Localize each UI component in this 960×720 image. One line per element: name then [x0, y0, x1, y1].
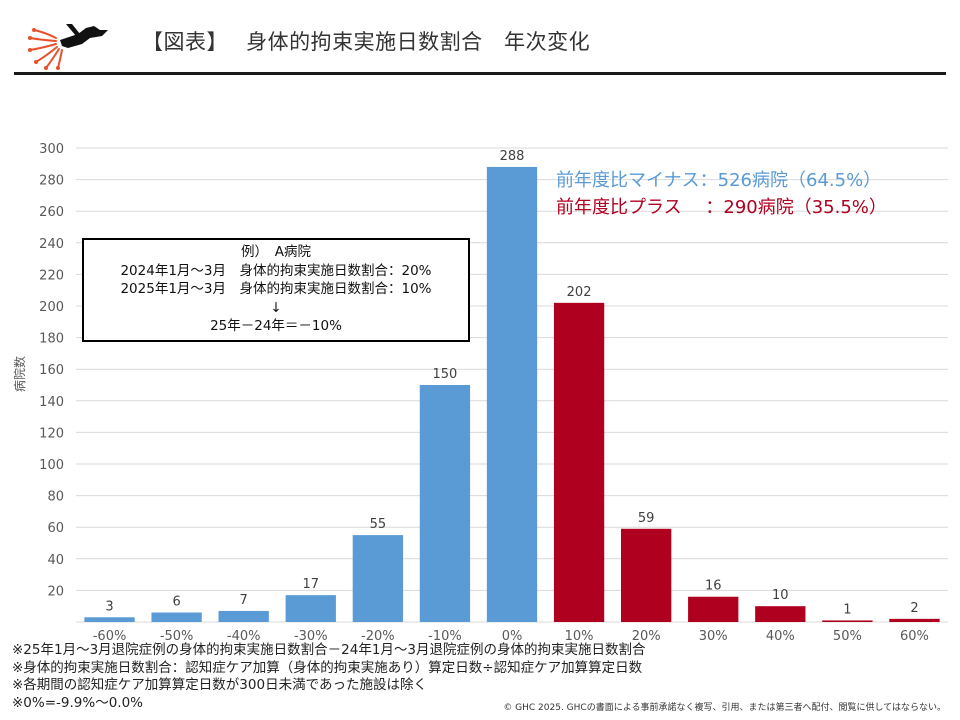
y-tick-label: 220: [39, 268, 64, 283]
x-tick-label: -40%: [227, 629, 261, 644]
bar: [285, 595, 336, 622]
data-label: 3: [105, 599, 113, 614]
x-tick-label: -10%: [428, 629, 462, 644]
x-tick-label: 20%: [632, 629, 661, 644]
bar: [688, 596, 739, 622]
data-label: 10: [772, 588, 789, 603]
x-tick-label: -30%: [294, 629, 328, 644]
data-label: 16: [705, 579, 722, 594]
increase-summary-annotation: 前年度比プラス ：290病院（35.5%）: [556, 197, 887, 218]
y-tick-label: 280: [39, 174, 64, 189]
data-label: 6: [172, 595, 180, 610]
y-tick-label: 60: [47, 521, 64, 536]
bar: [755, 606, 806, 622]
bar: [822, 620, 873, 622]
data-label: 288: [500, 149, 525, 164]
y-tick-label: 260: [39, 205, 64, 220]
title-divider: [14, 72, 946, 75]
data-label: 17: [302, 577, 319, 592]
data-label: 1: [843, 602, 851, 617]
x-tick-label: 50%: [833, 629, 862, 644]
x-tick-label: 40%: [766, 629, 795, 644]
decrease-summary-annotation: 前年度比マイナス：526病院（64.5%）: [556, 170, 882, 191]
data-label: 59: [638, 511, 655, 526]
data-label: 7: [240, 593, 248, 608]
bar: [486, 166, 538, 622]
y-tick-label: 80: [47, 490, 64, 505]
page-title: 【図表】 身体的拘束実施日数割合 年次変化: [142, 30, 591, 54]
y-tick-label: 200: [39, 300, 64, 315]
x-tick-label: 60%: [900, 629, 929, 644]
ghc-dog-logo-icon: [28, 24, 108, 70]
y-tick-label: 40: [47, 553, 64, 568]
x-tick-label: -50%: [160, 629, 194, 644]
y-tick-label: 160: [39, 363, 64, 378]
example-line: 2025年1月～3月 身体的拘束実施日数割合：10%: [120, 281, 432, 297]
example-line: 2024年1月～3月 身体的拘束実施日数割合：20%: [120, 262, 432, 279]
y-axis-label: 病院数: [12, 356, 27, 392]
x-tick-label: -60%: [93, 629, 127, 644]
y-tick-label: 180: [39, 332, 64, 347]
footnote: ※各期間の認知症ケア加算算定日数が300日未満であった施設は除く: [12, 677, 427, 693]
data-label: 55: [370, 517, 387, 532]
y-tick-label: 240: [39, 237, 64, 252]
x-tick-label: -20%: [361, 629, 395, 644]
y-tick-label: 120: [39, 426, 64, 441]
y-tick-label: 100: [39, 458, 64, 473]
bar: [151, 612, 202, 622]
y-tick-label: 140: [39, 395, 64, 410]
bar: [553, 302, 605, 622]
example-line: 25年－24年＝－10%: [210, 318, 342, 334]
footnote: ※0%=-9.9%～0.0%: [12, 694, 144, 711]
x-tick-label: 30%: [699, 629, 728, 644]
bar: [84, 617, 135, 622]
bar: [419, 385, 471, 622]
example-line: ↓: [270, 299, 282, 316]
footnote: ※身体的拘束実施日数割合：認知症ケア加算（身体的拘束実施あり）算定日数÷認知症ケ…: [12, 659, 643, 676]
bar: [352, 535, 403, 622]
example-callout-box: 例） A病院 2024年1月～3月 身体的拘束実施日数割合：20% 2025年1…: [82, 238, 470, 342]
footnotes: ※25年1月～3月退院症例の身体的拘束実施日数割合－24年1月～3月退院症例の身…: [12, 642, 646, 712]
y-tick-label: 300: [39, 142, 64, 157]
y-tick-label: 20: [47, 584, 64, 599]
footnote: ※25年1月～3月退院症例の身体的拘束実施日数割合－24年1月～3月退院症例の身…: [12, 642, 646, 658]
example-line: 例） A病院: [241, 244, 311, 260]
x-tick-label: 10%: [565, 629, 594, 644]
x-tick-label: 0%: [502, 629, 523, 644]
bar: [889, 618, 940, 622]
data-label: 202: [567, 285, 592, 300]
data-label: 2: [910, 601, 918, 616]
bar: [218, 610, 269, 622]
copyright-notice: © GHC 2025. GHCの書面による事前承諾なく複写、引用、または第三者へ…: [503, 703, 946, 713]
data-label: 150: [433, 367, 458, 382]
bar: [621, 528, 672, 622]
